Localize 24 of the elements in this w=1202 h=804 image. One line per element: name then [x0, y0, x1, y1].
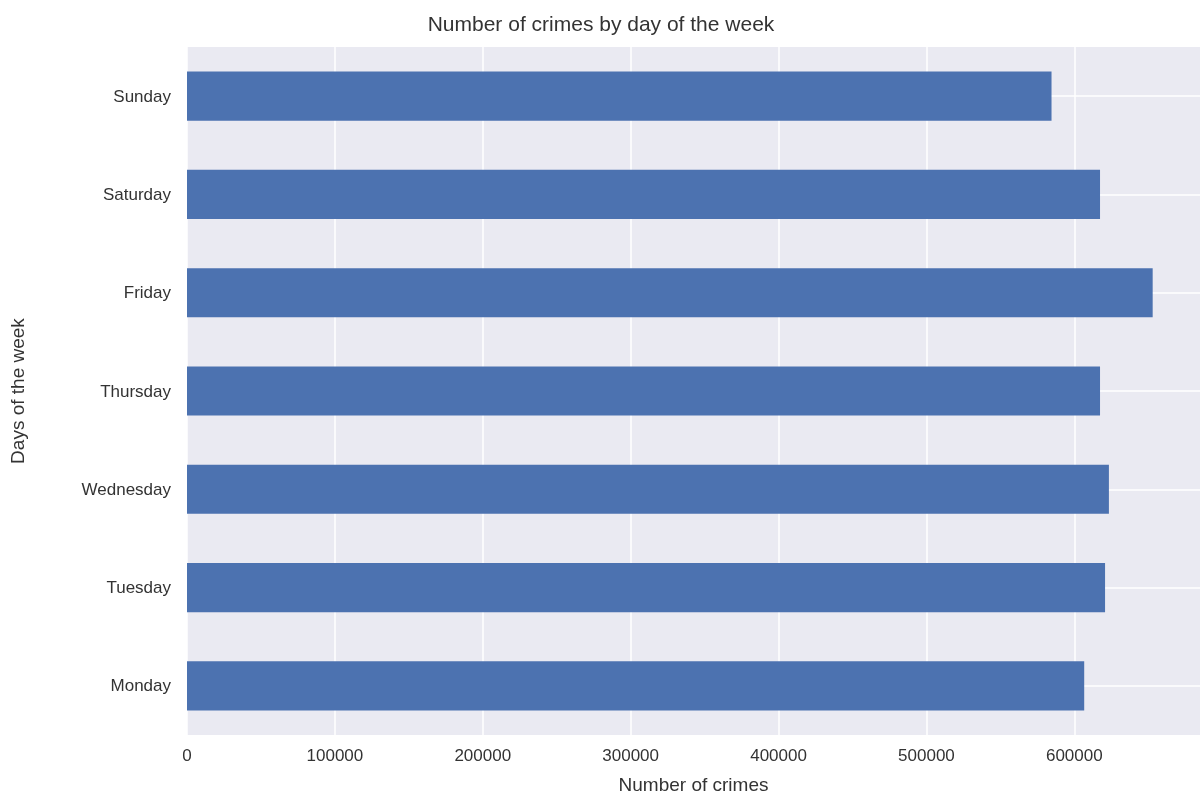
bar	[187, 661, 1085, 711]
x-tick-label: 600000	[1045, 746, 1103, 765]
x-tick-label: 200000	[454, 746, 512, 765]
bar	[187, 563, 1106, 613]
x-tick-label: 0	[182, 746, 192, 765]
x-tick-label: 300000	[602, 746, 660, 765]
y-tick-label: Tuesday	[106, 578, 172, 598]
bar	[187, 268, 1153, 318]
y-tick-label: Sunday	[113, 86, 172, 106]
x-tick-label: 400000	[750, 746, 807, 765]
y-tick-label: Friday	[123, 283, 172, 303]
x-tick-label: 100000	[306, 746, 364, 765]
y-tick-label: Wednesday	[81, 479, 172, 499]
bar	[187, 366, 1101, 416]
y-axis-title: Days of the week	[7, 317, 28, 464]
x-axis-title: Number of crimes	[618, 774, 769, 795]
y-tick-label: Saturday	[102, 184, 172, 204]
bar	[187, 71, 1052, 121]
x-tick-label: 500000	[898, 746, 955, 765]
y-tick-label: Thursday	[100, 381, 172, 401]
chart-title: Number of crimes by day of the week	[427, 12, 775, 35]
bar	[187, 169, 1101, 219]
bar	[187, 464, 1109, 514]
y-tick-label: Monday	[110, 676, 172, 696]
